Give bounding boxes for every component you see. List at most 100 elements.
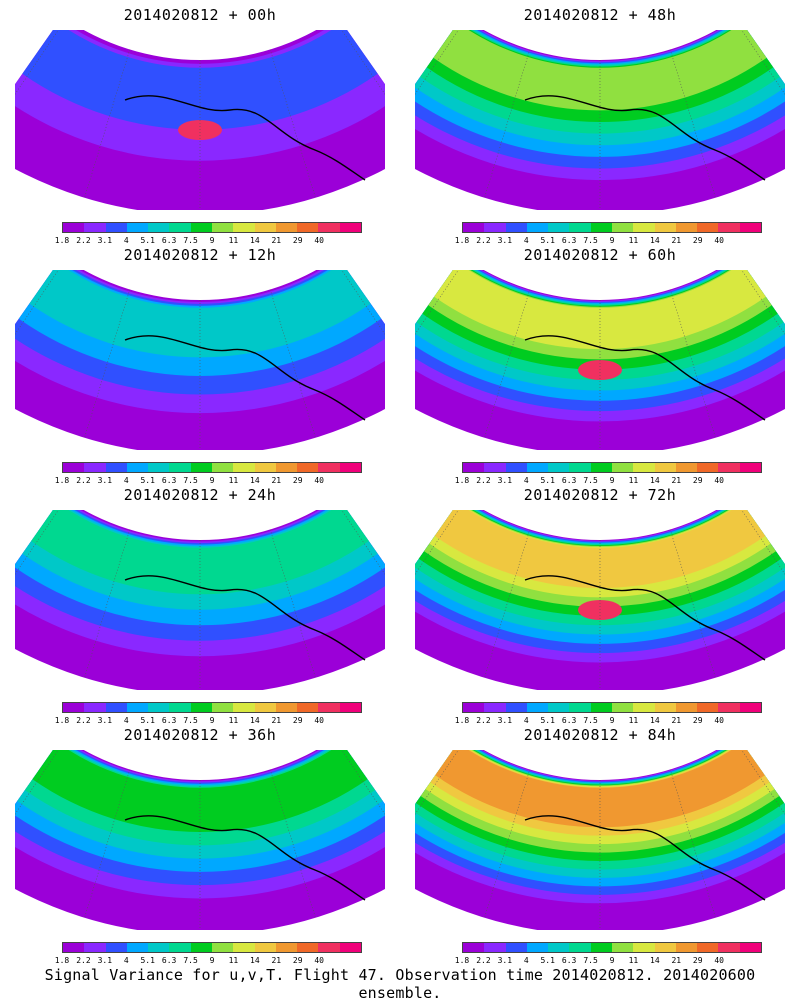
colorbar-swatch <box>169 223 191 232</box>
colorbar-tick-label: 21 <box>271 476 282 485</box>
panel-title: 2014020812 + 84h <box>523 726 677 744</box>
colorbar-swatch <box>505 703 527 712</box>
panel-title: 2014020812 + 60h <box>523 246 677 264</box>
colorbar-tick-label: 14 <box>650 716 660 725</box>
colorbar-tick-label: 7.5 <box>183 476 198 485</box>
colorbar-tick-label: 11 <box>228 716 239 725</box>
colorbar-tick-label: 2.2 <box>76 956 91 965</box>
polar-map <box>15 510 385 690</box>
graticule-line <box>669 49 716 198</box>
panel-title: 2014020812 + 36h <box>123 726 277 744</box>
colorbar-tick-label: 7.5 <box>183 956 198 965</box>
colorbar-swatch <box>297 223 319 232</box>
colorbar-tick-label: 21 <box>271 716 282 725</box>
colorbar-tick-label: 1.8 <box>54 716 70 725</box>
colorbar-swatch <box>63 463 85 472</box>
colorbar-swatch <box>505 463 527 472</box>
colorbar-swatch <box>484 943 506 952</box>
graticule-line <box>269 769 316 918</box>
colorbar-tick-label: 1.8 <box>54 956 70 965</box>
colorbar-tick-label: 7.5 <box>583 716 598 725</box>
colorbar-swatch <box>126 943 149 952</box>
colorbar-swatch <box>484 703 506 712</box>
colorbar-swatch <box>739 943 761 952</box>
colorbar-swatch <box>633 223 655 232</box>
colorbar-tick-label: 5.1 <box>540 476 555 485</box>
map-panel: 2014020812 + 48h 1.8 2.2 3.1 4 5.1 6.3 7.5 9 11 14… <box>400 0 800 245</box>
colorbar-tick-label: 9 <box>609 716 615 725</box>
colorbar-swatch <box>569 703 591 712</box>
colorbar-swatch <box>275 223 298 232</box>
variance-band <box>22 30 378 130</box>
colorbar-tick-label: 29 <box>292 956 303 965</box>
colorbar-tick-label: 14 <box>250 236 260 245</box>
colorbar-swatch <box>148 463 170 472</box>
colorbar-tick-label: 4 <box>523 476 529 485</box>
colorbar-swatch <box>318 223 340 232</box>
colorbar <box>462 702 762 713</box>
panel-title: 2014020812 + 00h <box>123 6 277 24</box>
colorbar-swatch <box>148 223 170 232</box>
colorbar-ticks: 1.8 2.2 3.1 4 5.1 6.3 7.5 9 11 14 21 29 40 <box>55 476 365 486</box>
colorbar-swatch <box>697 703 719 712</box>
colorbar-ticks: 1.8 2.2 3.1 4 5.1 6.3 7.5 9 11 14 21 29 40 <box>455 956 765 966</box>
colorbar-ticks: 1.8 2.2 3.1 4 5.1 6.3 7.5 9 11 14 21 29 40 <box>455 236 765 246</box>
graticule-line <box>269 529 316 678</box>
colorbar-tick-label: 6.3 <box>161 956 177 965</box>
coastline <box>124 575 366 661</box>
polar-map <box>415 510 785 690</box>
graticule-line <box>484 289 531 438</box>
colorbar-tick-label: 21 <box>671 236 682 245</box>
colorbar-tick-label: 6.3 <box>161 716 177 725</box>
colorbar-tick-label: 6.3 <box>561 236 577 245</box>
colorbar-swatch <box>611 943 634 952</box>
variance-band <box>32 750 368 833</box>
colorbar-swatch <box>633 943 655 952</box>
colorbar-swatch <box>169 703 191 712</box>
colorbar-tick-label: 1.8 <box>454 716 470 725</box>
colorbar-swatch <box>318 703 340 712</box>
graticule-line <box>269 49 316 198</box>
panel-title: 2014020812 + 72h <box>523 486 677 504</box>
colorbar-tick-label: 9 <box>209 236 215 245</box>
colorbar-swatch <box>484 463 506 472</box>
colorbar-swatch <box>190 223 212 232</box>
colorbar <box>62 942 362 953</box>
graticule-line <box>484 49 531 198</box>
colorbar-tick-label: 1.8 <box>54 476 70 485</box>
colorbar-tick-label: 6.3 <box>161 236 177 245</box>
colorbar-swatch <box>84 703 106 712</box>
colorbar-swatch <box>211 703 234 712</box>
graticule-line <box>669 289 716 438</box>
colorbar-tick-label: 1.8 <box>54 236 70 245</box>
colorbar-tick-label: 40 <box>714 236 724 245</box>
colorbar-tick-label: 11 <box>628 716 639 725</box>
map-panel: 2014020812 + 24h 1.8 2.2 3.1 4 5.1 6.3 7.5 9 11 14… <box>0 480 400 725</box>
colorbar-tick-label: 29 <box>292 236 303 245</box>
colorbar-tick-label: 6.3 <box>161 476 177 485</box>
colorbar-swatch <box>590 703 612 712</box>
colorbar-swatch <box>339 943 361 952</box>
figure-caption: Signal Variance for u,v,T. Flight 47. Ob… <box>44 966 756 1002</box>
variance-band <box>29 270 371 358</box>
map-panel: 2014020812 + 36h 1.8 2.2 3.1 4 5.1 6.3 7.5 9 11 14… <box>0 720 400 965</box>
colorbar-tick-label: 21 <box>671 956 682 965</box>
colorbar-tick-label: 7.5 <box>183 236 198 245</box>
colorbar-tick-label: 5.1 <box>140 716 155 725</box>
colorbar-swatch <box>105 223 127 232</box>
coastline <box>524 95 766 181</box>
colorbar-tick-label: 9 <box>209 716 215 725</box>
colorbar-swatch <box>254 223 276 232</box>
polar-map <box>415 30 785 210</box>
colorbar-swatch <box>697 463 719 472</box>
colorbar-swatch <box>526 943 549 952</box>
map-panel: 2014020812 + 12h 1.8 2.2 3.1 4 5.1 6.3 7.5 9 11 14… <box>0 240 400 485</box>
colorbar-swatch <box>739 463 761 472</box>
colorbar-swatch <box>590 463 612 472</box>
polar-map <box>15 270 385 450</box>
colorbar-tick-label: 9 <box>209 476 215 485</box>
colorbar-swatch <box>339 223 361 232</box>
colorbar-tick-label: 40 <box>714 476 724 485</box>
colorbar-tick-label: 40 <box>714 956 724 965</box>
colorbar-swatch <box>211 463 234 472</box>
